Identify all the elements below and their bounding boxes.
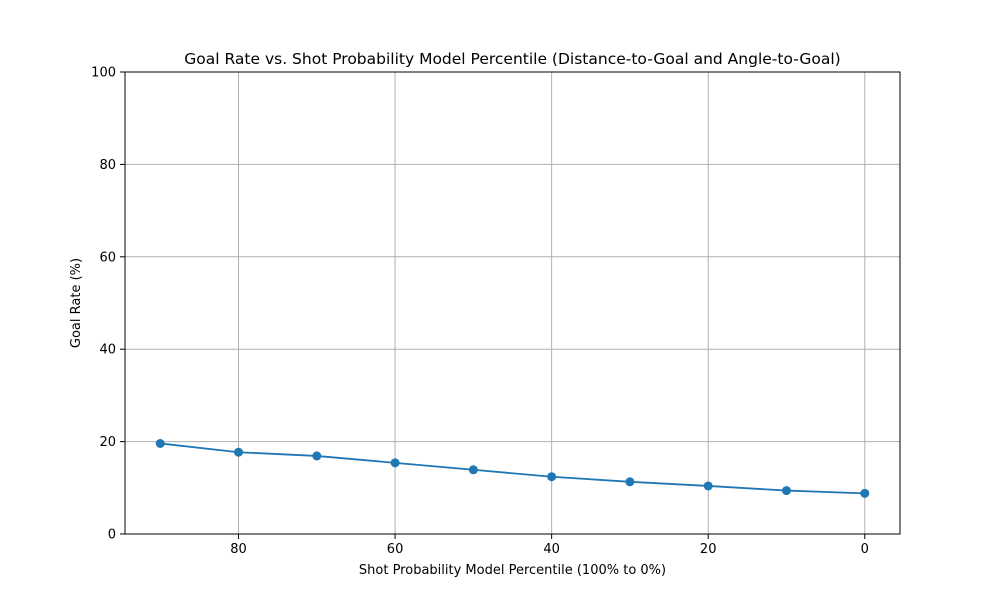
data-point (234, 447, 244, 457)
y-axis-label: Goal Rate (%) (69, 258, 84, 348)
y-tick-label: 0 (108, 528, 116, 543)
series-line (160, 442, 865, 495)
data-point (547, 472, 557, 482)
data-point (390, 458, 400, 468)
y-tick-label: 80 (99, 158, 116, 173)
data-point (155, 438, 165, 448)
x-axis: 80 60 40 20 0 (230, 534, 869, 557)
data-point (781, 486, 791, 496)
x-tick-label: 20 (700, 542, 717, 557)
data-point (312, 451, 322, 461)
data-point (703, 481, 713, 491)
series (155, 438, 870, 498)
y-tick-label: 60 (99, 250, 116, 265)
data-point (860, 488, 870, 498)
y-tick-label: 40 (99, 343, 116, 358)
y-tick-label: 100 (91, 66, 116, 81)
plot-frame (124, 71, 901, 535)
y-tick-label: 20 (99, 435, 116, 450)
x-axis-label: Shot Probability Model Percentile (100% … (359, 563, 666, 578)
y-axis: 0 20 40 60 80 100 (91, 66, 125, 543)
x-tick-label: 60 (387, 542, 404, 557)
x-tick-label: 80 (230, 542, 247, 557)
x-tick-label: 0 (861, 542, 869, 557)
data-point (468, 465, 478, 475)
data-point (625, 477, 635, 487)
chart-title: Goal Rate vs. Shot Probability Model Per… (184, 50, 840, 68)
x-tick-label: 40 (543, 542, 560, 557)
